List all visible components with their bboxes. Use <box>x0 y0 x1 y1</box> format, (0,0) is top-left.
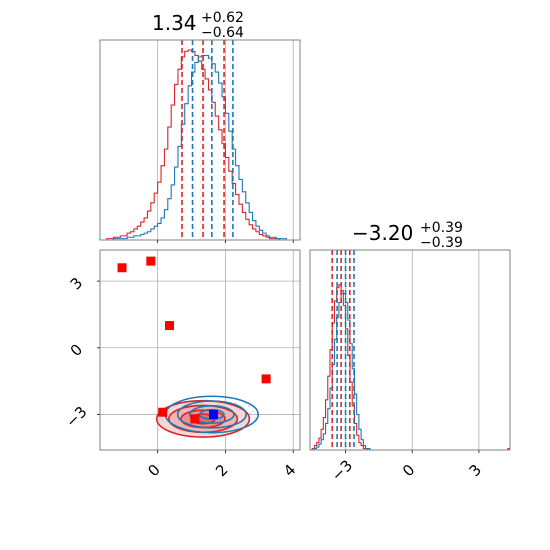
hist2-xtick-label: 0 <box>399 461 418 480</box>
marker-square-red <box>146 256 156 266</box>
hist2-frame <box>309 249 511 451</box>
hist1-series-red <box>103 49 300 241</box>
blue-contour <box>198 408 225 421</box>
title-2-minus: −0.39 <box>420 235 463 251</box>
title-1-minus: −0.64 <box>201 25 244 41</box>
title-2-plus: +0.39 <box>420 220 463 236</box>
scatter-ytick-label: 0 <box>67 341 86 360</box>
sample-point <box>234 402 237 404</box>
hist2-series-blue <box>310 293 510 451</box>
sample-point <box>251 410 254 413</box>
sample-point <box>157 428 160 431</box>
hist2-series-red <box>310 284 510 451</box>
marker-square-red <box>164 321 174 331</box>
scatter-xtick-label: 0 <box>144 461 163 480</box>
title-1-plus: +0.62 <box>201 10 244 26</box>
panel-hist-param-1 <box>99 39 301 243</box>
sample-point <box>183 437 186 440</box>
title-param-2: −3.20 +0.39 −0.39 <box>352 220 463 251</box>
sample-point <box>247 405 250 408</box>
panel-2d-posterior: −3 0 3 0 2 4 <box>62 249 301 480</box>
blue-contour <box>176 400 247 429</box>
panel-hist-param-2: −3 0 3 <box>309 249 511 485</box>
title-1-median: 1.34 <box>152 11 197 35</box>
hist2-xtick-label: 3 <box>466 461 485 480</box>
scatter-ytick-label: 3 <box>67 274 86 293</box>
marker-square-blue <box>209 409 219 419</box>
blue-contour <box>188 404 235 424</box>
hist1-frame <box>99 39 301 241</box>
marker-square-red <box>190 414 200 424</box>
marker-square-red <box>261 374 271 384</box>
title-param-1: 1.34 +0.62 −0.64 <box>152 10 244 41</box>
scatter-ytick-label: −3 <box>62 403 90 431</box>
sample-point <box>254 416 257 419</box>
scatter-frame <box>99 249 301 451</box>
scatter-xtick-label: 4 <box>280 461 299 480</box>
title-2-median: −3.20 <box>352 221 413 245</box>
hist1-series-blue <box>103 54 300 241</box>
sample-point <box>249 412 252 415</box>
marker-square-red <box>158 407 168 417</box>
scatter-xtick-label: 2 <box>212 461 231 480</box>
marker-square-red <box>117 263 127 273</box>
scatter-plot-area <box>117 256 271 440</box>
hist2-xtick-label: −3 <box>328 456 356 484</box>
